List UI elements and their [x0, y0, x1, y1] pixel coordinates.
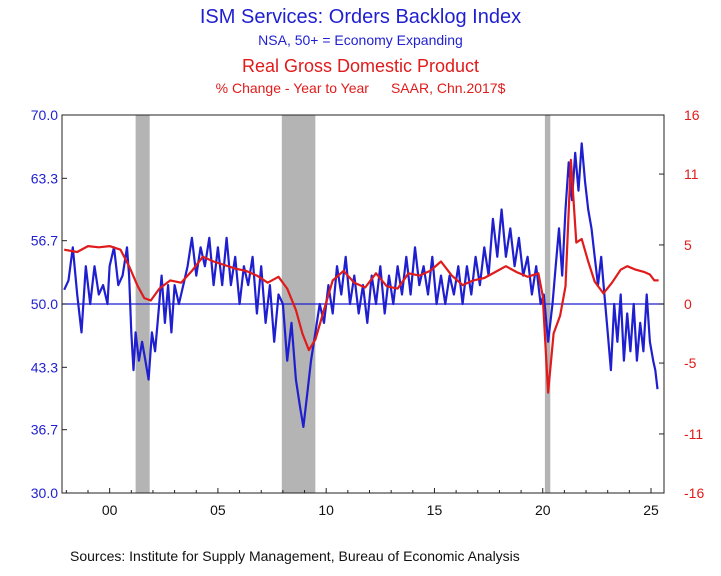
y-right-tick-label: -16 [684, 485, 704, 501]
x-tick-label: 20 [535, 502, 551, 518]
y-right-tick-label: 5 [684, 237, 692, 253]
y-left-tick-label: 63.3 [31, 170, 58, 186]
y-left-tick-label: 36.7 [31, 422, 58, 438]
chart-title-2: Real Gross Domestic Product [241, 56, 480, 76]
chart-subtitle-2: % Change - Year to Year SAAR, Chn.2017$ [0, 80, 721, 96]
y-left-tick-label: 30.0 [31, 485, 58, 501]
y-right-tick-label: 16 [684, 107, 700, 123]
chart-title: ISM Services: Orders Backlog Index [199, 6, 522, 28]
x-tick-label: 00 [102, 502, 118, 518]
y-left-tick-label: 56.7 [31, 233, 58, 249]
y-left-tick-label: 50.0 [31, 296, 58, 312]
y-right-tick-label: 0 [684, 296, 692, 312]
source-note: Sources: Institute for Supply Management… [70, 548, 520, 564]
x-tick-label: 15 [427, 502, 443, 518]
x-tick-label: 10 [318, 502, 334, 518]
y-left-tick-label: 70.0 [31, 107, 58, 123]
x-tick-label: 25 [643, 502, 659, 518]
chart-subtitle: NSA, 50+ = Economy Expanding [258, 32, 463, 48]
ism-backlog-line [63, 142, 659, 428]
gdp-growth-line [64, 158, 659, 394]
subtitle-2-right: SAAR, Chn.2017$ [390, 80, 506, 96]
x-tick-label: 05 [210, 502, 226, 518]
subtitle-2-left: % Change - Year to Year [215, 80, 369, 96]
y-right-tick-label: -5 [684, 355, 697, 371]
y-right-tick-label: 11 [684, 166, 699, 182]
y-right-tick-label: -11 [684, 426, 703, 442]
y-left-tick-label: 43.3 [31, 359, 58, 375]
